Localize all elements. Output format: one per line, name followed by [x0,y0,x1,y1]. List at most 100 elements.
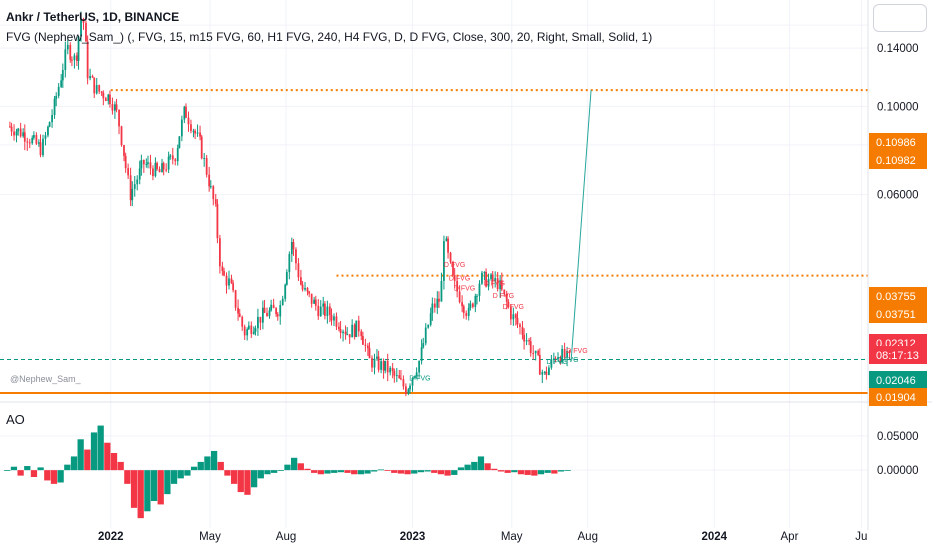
price-tick-label: 0.14000 [877,43,919,55]
ao-bar [384,470,391,471]
candle-body [313,299,316,304]
candle-body [124,155,127,169]
price-tag-label: 0.01904 [876,392,916,404]
candle-body [214,199,217,204]
candle-body [28,142,31,144]
ao-bar [210,450,218,471]
candle-body [64,49,67,70]
projection-line [570,90,592,360]
candle-body [272,304,275,309]
ao-bar [250,470,258,488]
ao-bar [50,470,58,484]
ao-bar [150,470,158,501]
fvg-label: D FVG [557,357,578,364]
ao-bar [244,470,251,495]
pane-settings-button[interactable] [873,4,927,32]
candle-body [55,95,58,99]
candle-body [115,104,118,110]
ao-bar [170,470,178,484]
candle-body [319,306,322,317]
candle-body [407,389,410,394]
candle-body [104,98,107,102]
candle-body [471,303,474,307]
candle-body [505,293,508,302]
candle-body [491,274,494,282]
ao-bar [424,470,431,472]
candle-body [91,76,94,78]
ao-bar [451,470,458,475]
ao-bar [271,470,278,473]
candle-body [507,301,510,308]
candle-body [364,344,367,346]
ao-pane-title: AO [6,412,25,427]
ao-tick-label: 0.05000 [877,431,919,443]
ao-tick-label: 0.00000 [877,465,919,477]
time-tick-label: 2022 [98,531,124,543]
ao-bar [277,470,284,471]
ao-bar [124,470,131,484]
candle-body [344,331,347,335]
candle-body [95,85,98,94]
candle-body [301,284,304,290]
ao-bar [70,456,78,471]
candle-body [440,280,443,302]
candle-body [44,135,47,139]
candle-body [353,324,356,337]
candle-body [476,295,478,297]
candle-body [391,367,394,372]
candle-body [433,303,436,308]
candle-body [138,168,141,180]
candle-body [228,278,230,286]
candle-body [523,334,526,342]
ao-bar [304,468,311,471]
ao-bar [110,453,118,471]
candle-body [131,188,134,201]
candle-body [246,329,249,336]
candle-body [481,272,483,284]
candle-body [554,358,557,360]
ao-bar [411,470,418,474]
candle-body [415,372,418,376]
candle-body [514,314,517,319]
candle-body [10,126,13,132]
candle-body [525,340,528,342]
ao-bar [484,463,491,471]
candle-body [384,360,387,371]
time-tick-label: Apr [781,531,799,543]
ao-bar [391,470,398,473]
ao-bar [130,470,138,508]
ao-bar [517,470,525,475]
candle-body [252,331,255,334]
fvg-label: D FVG [503,304,524,311]
candle-body [360,331,363,336]
candle-body [118,109,120,127]
candle-body [199,132,201,137]
candle-body [496,278,499,290]
watermark: @Nephew_Sam_ [10,374,81,384]
ao-bar [77,439,84,471]
ao-bar [491,468,498,471]
candle-body [366,345,369,349]
candle-body [111,104,114,111]
ao-bar [504,470,511,473]
candle-body [205,157,208,175]
price-tag [869,287,927,305]
candle-body [474,296,477,307]
projection-segment [570,90,592,360]
fvg-levels [0,89,868,395]
ao-bar [344,470,351,473]
candle-body [326,306,329,317]
candle-body [23,132,26,142]
ao-bar [377,469,385,471]
ao-bar [524,470,531,475]
candle-body [371,358,373,368]
candle-body [281,298,284,306]
candle-body [194,130,196,134]
candle-body [98,85,101,92]
candle-body [418,360,421,373]
candle-body [187,117,190,125]
candle-body [26,141,29,143]
candle-body [532,353,535,355]
ao-bar [477,456,485,471]
